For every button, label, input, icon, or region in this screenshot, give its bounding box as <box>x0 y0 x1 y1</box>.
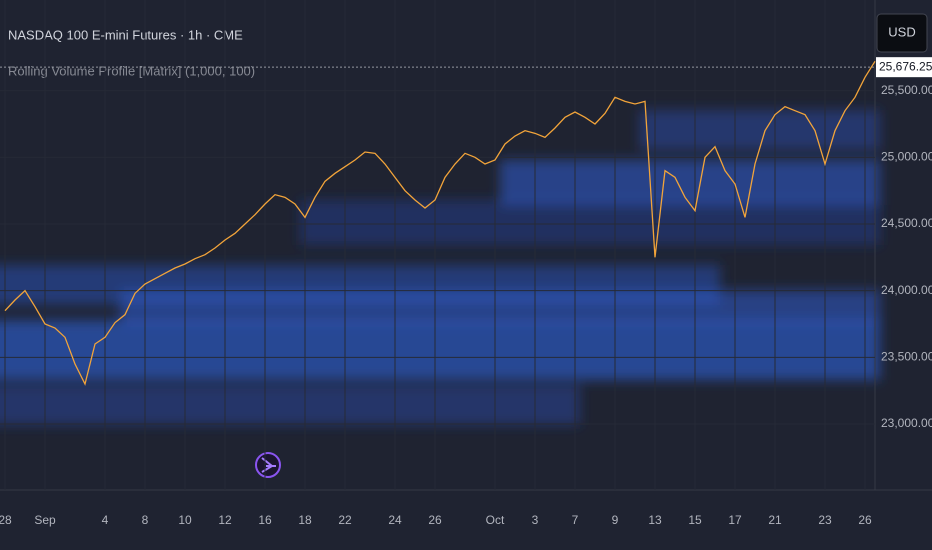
x-tick-label: 15 <box>688 513 702 527</box>
x-tick-label: 10 <box>178 513 192 527</box>
volume-band <box>120 290 880 325</box>
volume-band <box>300 200 880 245</box>
x-tick-label: 16 <box>258 513 272 527</box>
x-tick-label: 9 <box>612 513 619 527</box>
x-tick-label: 12 <box>218 513 232 527</box>
x-tick-label: 13 <box>648 513 662 527</box>
last-price-label: 25,676.25 <box>879 59 932 73</box>
x-tick-label: 17 <box>728 513 742 527</box>
y-tick-label: 24,000.00 <box>881 283 932 297</box>
y-tick-label: 24,500.00 <box>881 216 932 230</box>
volume-band <box>500 160 880 205</box>
x-tick-label: 7 <box>572 513 579 527</box>
volume-profile <box>0 110 880 425</box>
price-line <box>4 60 876 386</box>
last-price-badge <box>876 57 932 78</box>
y-tick-label: 23,500.00 <box>881 350 932 364</box>
x-tick-label: 8 <box>142 513 149 527</box>
x-tick-label: 26 <box>858 513 872 527</box>
volume-band <box>0 320 880 380</box>
x-tick-label: Sep <box>34 513 56 527</box>
currency-button[interactable] <box>876 13 928 53</box>
x-tick-label: 23 <box>818 513 832 527</box>
x-tick-label: 3 <box>532 513 539 527</box>
x-tick-label: 21 <box>768 513 782 527</box>
x-tick-label: 4 <box>102 513 109 527</box>
x-tick-label: 22 <box>338 513 352 527</box>
x-tick-label: 18 <box>298 513 312 527</box>
currency-label[interactable]: USD <box>888 24 915 39</box>
y-tick-label: 25,500.00 <box>881 83 932 97</box>
x-tick-label: 24 <box>388 513 402 527</box>
logo <box>255 452 281 478</box>
x-tick-label: 26 <box>428 513 442 527</box>
chart-title: NASDAQ 100 E-mini Futures · 1h · CME <box>8 27 243 42</box>
y-tick-label: 25,000.00 <box>881 150 932 164</box>
x-tick-label: 28 <box>0 513 12 527</box>
volume-band <box>640 110 880 150</box>
y-tick-label: 23,000.00 <box>881 416 932 430</box>
volume-band <box>0 385 580 425</box>
x-tick-label: Oct <box>486 513 505 527</box>
